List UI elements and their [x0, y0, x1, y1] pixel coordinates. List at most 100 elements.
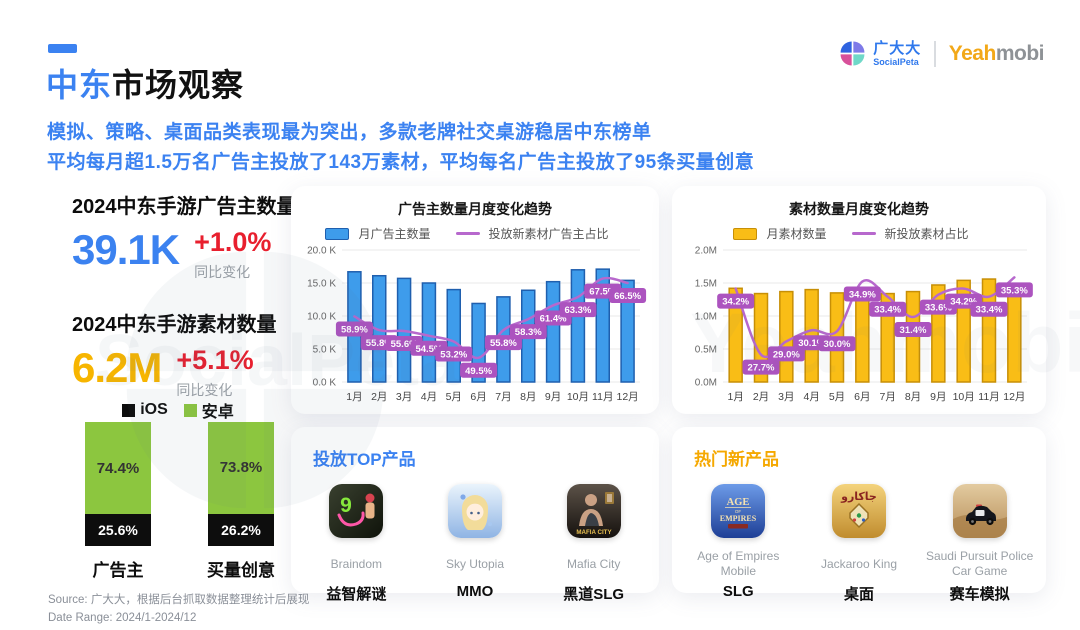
- svg-text:11月: 11月: [978, 391, 999, 403]
- page-title: 中东市场观察: [46, 60, 244, 106]
- line-series-legend-swatch: [455, 232, 480, 235]
- svg-text:27.7%: 27.7%: [748, 363, 775, 374]
- svg-text:2月: 2月: [753, 391, 769, 403]
- advertisers-android-segment: 74.4%: [85, 422, 151, 515]
- yeahmobi-yeah-label: Yeah: [948, 41, 997, 65]
- svg-text:34.9%: 34.9%: [849, 289, 876, 300]
- ios-legend-label: iOS: [140, 401, 168, 418]
- top-products-header: 投放TOP产品: [313, 450, 416, 469]
- svg-text:66.5%: 66.5%: [614, 291, 641, 302]
- new-products-card: 热门新产品 AGE OF EMPIRES Age of Empires Mobi…: [672, 427, 1046, 603]
- subtitle-line-2: 平均每月超1.5万名广告主投放了143万素材，平均每名广告主投放了95条买量创意: [47, 152, 755, 173]
- advertiser-trend-card: 广告主数量月度变化趋势 月广告主数量 投放新素材广告主占比 0.0 K 5.0 K…: [291, 186, 659, 414]
- svg-text:0.0 K: 0.0 K: [313, 378, 337, 389]
- creatives-android-segment: 73.8%: [208, 422, 274, 514]
- app-mafia-city: MAFIA CITY Mafia City 黑道SLG: [535, 484, 652, 604]
- app-name: Jackaroo King: [820, 556, 897, 571]
- app-saudi-pursuit: Saudi Pursuit Police Car Game 赛车模拟: [920, 484, 1039, 604]
- page-title-highlight: 中东: [46, 67, 113, 103]
- material-chart-legend: 月素材数量 新投放素材占比: [672, 225, 1046, 242]
- svg-text:4月: 4月: [803, 391, 819, 403]
- subtitle-line-1: 模拟、策略、桌面品类表现最为突出，多款老牌社交桌游稳居中东榜单: [47, 122, 652, 143]
- creative-stat-change: +5.1%: [176, 345, 254, 375]
- advertiser-stat-change-label: 同比变化: [194, 264, 251, 280]
- mafia-city-app-icon: MAFIA CITY: [566, 484, 621, 538]
- source-note: Source: 广大大，根据后台抓取数据整理统计后展现: [48, 594, 310, 606]
- app-name: Braindom: [330, 556, 382, 571]
- socialpeta-wordmark: 广大大 SocialPeta: [873, 41, 921, 67]
- material-trend-chart: 0.0M 0.5M 1.0M 1.5M 2.0M 1月 2月 3月 4月 5月 6月 7月 8月 9月 10…: [695, 246, 1033, 403]
- ios-legend-swatch: [122, 403, 136, 417]
- stacked-bar-creatives: 73.8% 26.2% 买量创意: [195, 422, 287, 581]
- line-series-legend-label: 新投放素材占比: [884, 227, 969, 241]
- bar-series-legend-label: 月广告主数量: [358, 227, 431, 241]
- line-series-legend-label: 投放新素材广告主占比: [488, 227, 609, 241]
- svg-text:15.0 K: 15.0 K: [307, 279, 336, 290]
- new-products-header: 热门新产品: [694, 450, 779, 469]
- advertiser-chart-title: 广告主数量月度变化趋势: [398, 201, 552, 217]
- creatives-ios-pct: 26.2%: [221, 521, 261, 538]
- app-category: MMO: [456, 583, 494, 600]
- bar-series-legend-swatch: [733, 227, 758, 240]
- stacked-bar-advertisers: 74.4% 25.6% 广告主: [72, 422, 164, 581]
- svg-text:9月: 9月: [930, 391, 946, 403]
- bar-series-legend-label: 月素材数量: [766, 227, 827, 241]
- svg-text:5月: 5月: [446, 391, 462, 403]
- page-title-rest: 市场观察: [112, 67, 245, 103]
- svg-text:1.0M: 1.0M: [695, 312, 717, 323]
- app-name: Mafia City: [566, 556, 621, 571]
- svg-text:8月: 8月: [905, 391, 921, 403]
- advertisers-ios-pct: 25.6%: [98, 522, 138, 539]
- app-category: 益智解谜: [326, 586, 387, 603]
- svg-text:33.4%: 33.4%: [874, 305, 901, 316]
- app-jackaroo-king: جاكارو Jackaroo King 桌面: [799, 484, 918, 604]
- svg-text:34.2%: 34.2%: [722, 297, 749, 308]
- socialpeta-en-label: SocialPeta: [873, 56, 919, 67]
- svg-text:67.5%: 67.5%: [589, 287, 616, 298]
- svg-text:58.3%: 58.3%: [515, 327, 542, 338]
- advertiser-chart-legend: 月广告主数量 投放新素材广告主占比: [291, 225, 659, 242]
- app-age-of-empires: AGE OF EMPIRES Age of Empires Mobile SLG: [679, 484, 798, 604]
- svg-text:29.0%: 29.0%: [773, 349, 800, 360]
- svg-text:1月: 1月: [727, 391, 743, 403]
- svg-text:9: 9: [340, 494, 352, 517]
- app-category: 桌面: [843, 586, 874, 603]
- app-sky-utopia: Sky Utopia MMO: [416, 484, 533, 604]
- advertisers-android-pct: 74.4%: [96, 459, 140, 477]
- creative-stat-value: 6.2M: [72, 344, 162, 391]
- svg-text:35.3%: 35.3%: [1001, 285, 1028, 296]
- svg-text:1.5M: 1.5M: [695, 279, 717, 290]
- yeahmobi-mobi-label: mobi: [995, 41, 1045, 65]
- platform-split-chart: 74.4% 25.6% 广告主 73.8% 26.2% 买量创意: [72, 422, 287, 581]
- svg-text:2.0M: 2.0M: [695, 246, 717, 257]
- svg-text:MAFIA CITY: MAFIA CITY: [576, 529, 612, 536]
- brand-logos: 广大大 SocialPeta Yeahmobi: [839, 40, 1045, 67]
- creatives-ios-segment: 26.2%: [208, 513, 274, 546]
- svg-text:20.0 K: 20.0 K: [307, 246, 336, 257]
- svg-text:54.5%: 54.5%: [415, 344, 442, 355]
- svg-text:9月: 9月: [545, 391, 561, 403]
- app-name: Saudi Pursuit Police Car Game: [925, 549, 1034, 578]
- svg-text:33.4%: 33.4%: [976, 305, 1003, 316]
- svg-text:6月: 6月: [854, 391, 870, 403]
- svg-text:12月: 12月: [1003, 391, 1025, 403]
- android-legend-swatch: [183, 403, 197, 417]
- svg-text:49.5%: 49.5%: [465, 366, 492, 377]
- app-category: SLG: [722, 583, 754, 600]
- svg-text:0.5M: 0.5M: [695, 345, 717, 356]
- top-products-card: 投放TOP产品 9 Braindom 益智解谜: [291, 427, 659, 603]
- creative-stat-title: 2024中东手游素材数量: [72, 314, 277, 336]
- svg-text:3月: 3月: [778, 391, 794, 403]
- svg-text:AGE: AGE: [727, 497, 750, 508]
- socialpeta-logo-icon: [840, 41, 865, 66]
- svg-text:53.2%: 53.2%: [440, 350, 467, 361]
- svg-text:30.0%: 30.0%: [824, 339, 851, 350]
- creatives-android-pct: 73.8%: [219, 459, 263, 477]
- svg-text:10月: 10月: [567, 391, 589, 403]
- date-range-note: Date Range: 2024/1-2024/12: [48, 611, 197, 624]
- creative-count-stat: 2024中东手游素材数量 6.2M +5.1% 同比变化: [72, 308, 282, 400]
- svg-text:8月: 8月: [520, 391, 536, 403]
- saudi-pursuit-app-icon: [952, 484, 1007, 538]
- advertiser-stat-value: 39.1K: [72, 226, 180, 273]
- svg-text:جاكارو: جاكارو: [840, 491, 877, 503]
